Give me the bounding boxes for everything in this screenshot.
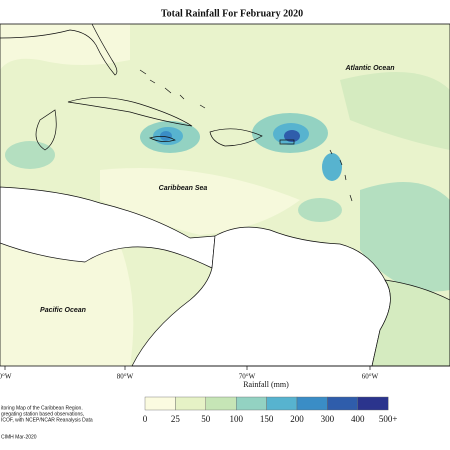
legend-swatch xyxy=(296,396,328,411)
note-line: gregating station based observations, xyxy=(1,411,84,417)
rain-zone xyxy=(0,24,130,70)
legend-swatch xyxy=(205,396,237,411)
legend-label: 500+ xyxy=(379,414,398,424)
rain-zone xyxy=(322,153,342,181)
rain-zone xyxy=(100,168,300,235)
legend-label: 300 xyxy=(321,414,335,424)
longitude-label: 0°W xyxy=(0,373,12,381)
notes: itoring Map of the Caribbean Region.greg… xyxy=(1,405,93,440)
note-line: itoring Map of the Caribbean Region. xyxy=(1,405,83,411)
florida-coast xyxy=(0,23,118,76)
rain-zone xyxy=(298,198,342,222)
rain-zone xyxy=(360,182,450,292)
note-line: CIMH Mar-2020 xyxy=(1,434,37,440)
map-title: Total Rainfall For February 2020 xyxy=(161,8,303,19)
cuba xyxy=(67,97,193,127)
legend-swatch xyxy=(266,396,298,411)
jamaica xyxy=(149,136,176,142)
rain-zone xyxy=(5,141,55,169)
longitude-label: 70°W xyxy=(239,373,256,381)
map xyxy=(0,23,450,367)
rain-zone xyxy=(0,240,134,366)
rain-zone xyxy=(284,130,300,142)
legend-swatch xyxy=(175,396,206,411)
legend-swatch xyxy=(357,396,389,411)
legend-label: 50 xyxy=(201,414,211,424)
place-label: Atlantic Ocean xyxy=(344,65,394,72)
rain-zone xyxy=(160,131,172,141)
hispaniola xyxy=(209,128,263,147)
legend-label: 200 xyxy=(290,414,304,424)
place-label: Caribbean Sea xyxy=(159,185,208,192)
place-label: Pacific Ocean xyxy=(40,307,86,314)
longitude-axis: 0°W 80°W 70°W 60°W xyxy=(0,366,379,381)
longitude-label: 80°W xyxy=(117,373,134,381)
legend-label: 400 xyxy=(351,414,365,424)
note-line: ICOF, with NCEP/NCAR Reanalysis Data xyxy=(1,417,93,423)
guianas xyxy=(371,279,450,367)
map-frame xyxy=(0,23,450,367)
legend-swatch xyxy=(144,396,176,411)
legend: 0 25 50 100 150 200 300 400 500+ xyxy=(143,396,398,424)
legend-swatch xyxy=(327,396,358,411)
legend-label: 0 xyxy=(143,414,148,424)
legend-label: 150 xyxy=(260,414,274,424)
rain-zone xyxy=(340,72,450,150)
legend-label: 25 xyxy=(171,414,181,424)
longitude-label: 60°W xyxy=(362,373,379,381)
legend-swatch xyxy=(235,396,267,411)
puerto-rico xyxy=(279,139,295,145)
small-islands xyxy=(35,69,353,202)
legend-label: 100 xyxy=(229,414,243,424)
legend-title: Rainfall (mm) xyxy=(243,380,289,389)
central-america xyxy=(0,186,216,269)
